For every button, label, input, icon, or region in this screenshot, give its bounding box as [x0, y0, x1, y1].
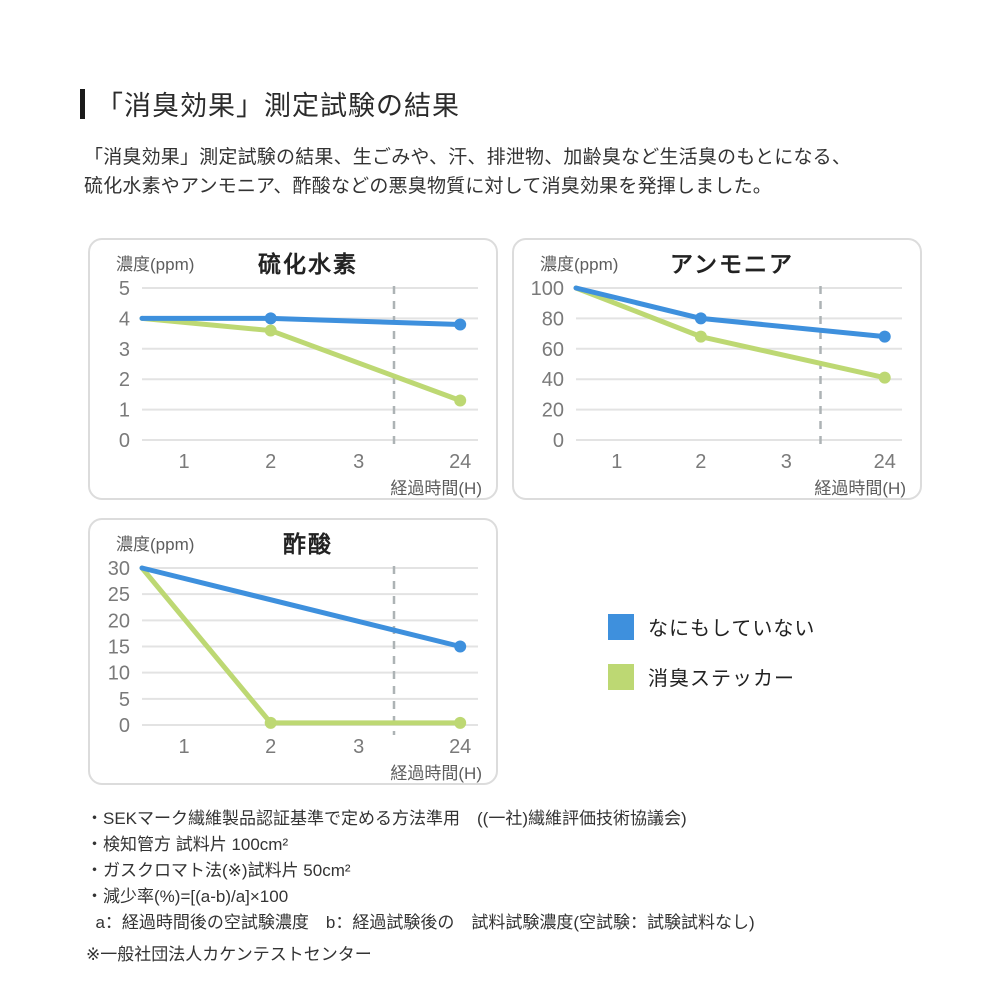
svg-text:経過時間(H): 経過時間(H) [390, 479, 482, 498]
svg-text:アンモニア: アンモニア [670, 251, 794, 277]
svg-text:3: 3 [781, 451, 792, 473]
svg-text:100: 100 [531, 278, 564, 300]
title-accent-bar [80, 88, 85, 119]
svg-text:2: 2 [119, 369, 130, 391]
svg-text:80: 80 [542, 308, 564, 330]
svg-text:3: 3 [353, 451, 364, 473]
svg-text:25: 25 [108, 584, 130, 606]
svg-text:3: 3 [353, 736, 364, 758]
intro-line-2: 硫化水素やアンモニア、酢酸などの悪臭物質に対して消臭効果を発揮しました。 [84, 176, 772, 197]
legend-item-untreated: なにもしていない [608, 612, 815, 641]
svg-text:3: 3 [119, 339, 130, 361]
svg-text:60: 60 [542, 339, 564, 361]
svg-text:15: 15 [108, 637, 130, 659]
svg-text:1: 1 [178, 451, 189, 473]
svg-text:10: 10 [108, 663, 130, 685]
svg-text:1: 1 [611, 451, 622, 473]
svg-text:2: 2 [265, 451, 276, 473]
svg-text:濃度(ppm): 濃度(ppm) [116, 255, 194, 274]
footnote-line: ・ガスクロマト法(※)試料片 50cm² [86, 861, 351, 880]
svg-text:20: 20 [108, 610, 130, 632]
page-title: 「消臭効果」測定試験の結果 [96, 91, 460, 121]
footnote-line: a：経過時間後の空試験濃度 b：経過試験後の 試料試験濃度(空試験：試験試料なし… [86, 913, 755, 932]
svg-text:経過時間(H): 経過時間(H) [390, 764, 482, 783]
legend-label-untreated: なにもしていない [648, 618, 816, 640]
disclaimer: ※一般社団法人カケンテストセンター [86, 945, 372, 964]
svg-text:2: 2 [265, 736, 276, 758]
chart-legend: なにもしていない 消臭ステッカー [608, 612, 815, 712]
svg-text:0: 0 [119, 430, 130, 452]
intro-line-1: 「消臭効果」測定試験の結果、生ごみや、汗、排泄物、加齢臭など生活臭のもとになる、 [84, 147, 852, 168]
svg-text:0: 0 [553, 430, 564, 452]
svg-text:濃度(ppm): 濃度(ppm) [540, 255, 618, 274]
chart-panel-hydrogen-sulfide: 5 4 3 2 1 0 1 2 3 24 濃度(ppm) 硫化水素経過時間(H) [88, 238, 498, 500]
chart-panel-ammonia: 100 80 60 40 20 0 1 2 3 24 濃度(ppm) アンモニア経過時間(H) [512, 238, 922, 500]
svg-text:1: 1 [119, 400, 130, 422]
svg-text:硫化水素: 硫化水素 [258, 251, 358, 277]
footnote-line: ・検知管方 試料片 100cm² [86, 835, 289, 854]
svg-text:1: 1 [178, 736, 189, 758]
svg-text:24: 24 [449, 451, 471, 473]
svg-text:0: 0 [119, 715, 130, 737]
svg-text:20: 20 [542, 400, 564, 422]
svg-text:経過時間(H): 経過時間(H) [814, 479, 906, 498]
legend-item-sticker: 消臭ステッカー [608, 662, 815, 691]
svg-text:2: 2 [695, 451, 706, 473]
footnotes: ・SEKマーク繊維製品認証基準で定める方法準用 ((一社)繊維評価技術協議会) … [86, 806, 755, 936]
svg-text:24: 24 [874, 451, 896, 473]
svg-text:酢酸: 酢酸 [283, 531, 333, 557]
page-header: 「消臭効果」測定試験の結果 [80, 84, 460, 123]
svg-text:4: 4 [119, 308, 130, 330]
footnote-line: ・SEKマーク繊維製品認証基準で定める方法準用 ((一社)繊維評価技術協議会) [86, 809, 687, 828]
svg-text:24: 24 [449, 736, 471, 758]
footnote-line: ・減少率(%)=[(a-b)/a]×100 [86, 887, 289, 906]
legend-swatch-green [608, 663, 634, 690]
legend-swatch-blue [608, 613, 634, 640]
svg-text:濃度(ppm): 濃度(ppm) [116, 535, 194, 554]
svg-text:5: 5 [119, 689, 130, 711]
intro-text: 「消臭効果」測定試験の結果、生ごみや、汗、排泄物、加齢臭など生活臭のもとになる、… [84, 143, 851, 201]
legend-label-sticker: 消臭ステッカー [648, 668, 795, 690]
svg-text:5: 5 [119, 278, 130, 300]
svg-text:30: 30 [108, 558, 130, 580]
svg-text:40: 40 [542, 369, 564, 391]
chart-panel-acetic-acid: 30 25 20 15 10 5 0 1 2 3 24 濃度(ppm) 酢酸経過時間(H) [88, 518, 498, 785]
